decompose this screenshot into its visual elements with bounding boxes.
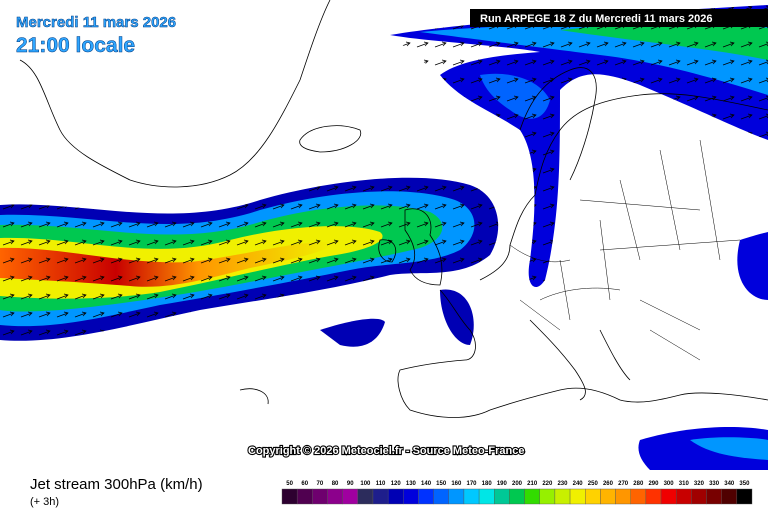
legend-swatch — [372, 488, 389, 505]
legend-label: 110 — [376, 481, 386, 487]
jet-stream-atlantic — [0, 177, 499, 347]
legend-swatch — [691, 488, 707, 505]
legend-swatch — [615, 488, 631, 505]
legend-swatch — [645, 488, 662, 505]
legend-swatch — [327, 488, 343, 505]
legend-label: 350 — [739, 481, 750, 487]
legend-label: 180 — [482, 481, 493, 487]
legend-label: 280 — [633, 481, 644, 487]
legend-label: 300 — [664, 481, 675, 487]
legend-swatch — [403, 488, 419, 505]
legend-label: 130 — [406, 481, 417, 487]
legend-label: 80 — [332, 481, 339, 487]
legend-swatch — [509, 488, 525, 505]
legend-label: 90 — [347, 481, 354, 487]
legend-swatch — [630, 488, 647, 505]
run-banner — [470, 9, 768, 27]
legend-label: 230 — [557, 481, 568, 487]
legend-swatch — [312, 488, 328, 505]
legend-swatch — [448, 488, 465, 505]
legend-swatch — [721, 488, 738, 505]
legend-label: 210 — [527, 481, 538, 487]
legend-label: 240 — [573, 481, 584, 487]
footer-lead: (+ 3h) — [30, 496, 59, 508]
legend-swatch — [600, 488, 616, 505]
legend-label: 340 — [724, 481, 735, 487]
legend-label: 200 — [512, 481, 523, 487]
legend-label: 320 — [694, 481, 705, 487]
legend-label: 250 — [588, 481, 599, 487]
legend-swatch — [660, 488, 677, 505]
legend-swatch — [524, 488, 540, 505]
borders — [509, 139, 741, 361]
legend-label: 190 — [497, 481, 508, 487]
jet-stream-north — [390, 5, 768, 470]
copyright: Copyright © 2026 Meteociel.fr - Source M… — [248, 445, 524, 457]
legend-swatch — [433, 488, 449, 505]
legend-label: 260 — [603, 481, 614, 487]
time-label: 21:00 locale — [16, 34, 135, 57]
legend-label: 330 — [709, 481, 720, 487]
legend-swatch — [675, 488, 692, 505]
legend-label: 100 — [360, 481, 371, 487]
legend-label: 290 — [648, 481, 659, 487]
legend-swatch — [494, 488, 510, 505]
legend-swatch — [296, 488, 313, 505]
legend-label: 70 — [317, 481, 324, 487]
legend-swatch — [585, 488, 601, 505]
run-label: Run ARPEGE 18 Z du Mercredi 11 mars 2026 — [480, 13, 713, 25]
legend-label: 220 — [542, 481, 553, 487]
legend-swatch — [478, 488, 495, 505]
legend-label: 50 — [286, 481, 293, 487]
legend-label: 310 — [679, 481, 690, 487]
footer-title: Jet stream 300hPa (km/h) — [30, 476, 203, 493]
legend-label: 60 — [301, 481, 308, 487]
legend-swatch — [281, 488, 298, 505]
color-legend: 50 60 70 80 90 100 110 120 130 140 150 160 170 180 190… — [281, 481, 753, 505]
legend-swatch — [342, 488, 359, 505]
legend-swatch — [539, 488, 556, 505]
legend-swatch — [418, 488, 434, 505]
legend-label: 160 — [451, 481, 462, 487]
date-label: Mercredi 11 mars 2026 — [16, 14, 176, 31]
legend-swatch — [706, 488, 722, 505]
legend-label: 270 — [618, 481, 629, 487]
legend-swatch — [736, 488, 753, 505]
legend-label: 120 — [391, 481, 402, 487]
legend-swatch — [463, 488, 480, 505]
legend-label: 150 — [436, 481, 447, 487]
legend-swatch — [554, 488, 571, 505]
legend-label: 140 — [421, 481, 432, 487]
legend-label: 170 — [467, 481, 478, 487]
legend-swatch — [569, 488, 586, 505]
legend-swatch — [357, 488, 374, 505]
legend-swatch — [387, 488, 404, 505]
